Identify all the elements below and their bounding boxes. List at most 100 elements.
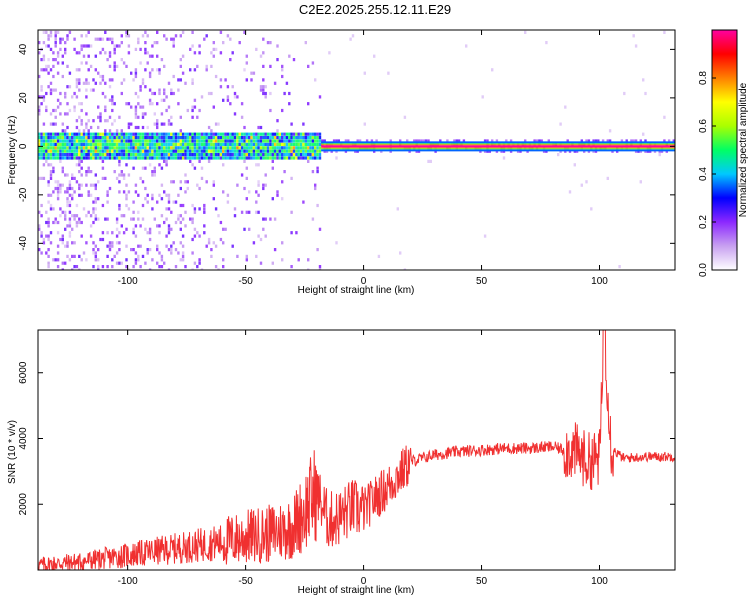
spectrogram-cell (163, 190, 166, 194)
spectrogram-cell (49, 30, 53, 34)
spectrogram-cell (108, 132, 112, 136)
spectrogram-cell (255, 146, 258, 150)
spectrogram-cell (250, 78, 253, 82)
spectrogram-cell (56, 251, 60, 255)
spectrogram-cell (144, 136, 147, 140)
spectrogram-cell (113, 44, 116, 48)
spectrogram-cell (248, 149, 251, 153)
spectrogram-cell (174, 200, 178, 204)
spectrogram-cell (189, 153, 192, 157)
spectrogram-cell (179, 129, 182, 133)
spectrogram-cell (139, 139, 142, 143)
spectrogram-cell (78, 183, 81, 187)
spectrogram-cell (68, 203, 72, 208)
spectrogram-cell (106, 136, 109, 140)
spectrogram-cell (167, 81, 171, 85)
spectrogram-cell (250, 136, 253, 140)
spectrogram-cell (141, 146, 145, 150)
spectrogram-cell (153, 136, 156, 140)
spectrogram-cell (104, 146, 107, 150)
spectrogram-cell (233, 149, 237, 153)
spectrogram-cell (132, 200, 135, 204)
spectrogram-cell (231, 51, 234, 55)
spectrogram-cell (283, 136, 286, 140)
spectrogram-cell (78, 102, 81, 106)
spectrogram-cell (186, 180, 189, 184)
spectrogram-cell (64, 214, 67, 218)
spectrogram-cell (292, 156, 296, 160)
spectrogram-cell (101, 47, 105, 51)
spectrogram-cell (92, 207, 95, 211)
spectrogram-cell (120, 41, 123, 45)
spectrogram-cell (141, 149, 145, 153)
spectrogram-cell (59, 112, 62, 116)
spectrogram-cell (94, 153, 97, 157)
spectrogram-cell (238, 139, 241, 143)
spectrogram-cell (47, 142, 50, 146)
spectrogram-cell (89, 88, 93, 92)
spectrogram-cell (89, 224, 93, 228)
spectrogram-cell (276, 156, 279, 160)
spectrogram-cell (120, 173, 123, 177)
spectrogram-cell (193, 136, 197, 140)
spectrogram-cell (132, 149, 135, 153)
spectrogram-cell (118, 136, 121, 140)
spectrogram-cell (146, 142, 149, 146)
spectrogram-cell (292, 139, 296, 143)
spectrogram-cell (97, 258, 100, 262)
spectrogram-cell (160, 254, 164, 258)
spectrogram-cell (144, 68, 147, 72)
spectrogram-cell (167, 200, 171, 204)
spectrogram-cell (141, 136, 145, 140)
spectrogram-cell (141, 81, 145, 85)
spectrogram-cell (269, 108, 272, 113)
spectrogram-cell (667, 139, 671, 143)
spectrogram-cell (290, 210, 293, 214)
spectrogram-cell (288, 132, 291, 136)
spectrogram-cell (47, 156, 50, 160)
spectrogram-cell (78, 153, 81, 157)
spectrogram-cell (40, 102, 43, 106)
colorbar-frame (711, 29, 738, 271)
spectrogram-cell (106, 200, 109, 204)
spectrogram-cell (42, 122, 46, 126)
colorbar-tick-label: 0.4 (698, 167, 709, 181)
spectrogram-cell (66, 254, 69, 258)
spectrogram-cell (462, 139, 466, 143)
spectrogram-cell (639, 139, 642, 143)
spectrogram-cell (85, 153, 88, 157)
spectrogram-cell (229, 102, 232, 106)
spectrogram-cell (71, 197, 74, 201)
spectrogram-cell (40, 203, 43, 208)
spectrogram-cell (99, 119, 102, 123)
spectrogram-cell (304, 142, 307, 146)
snr-frame (37, 329, 676, 571)
spectrogram-cell (250, 149, 253, 153)
spectrogram-cell (146, 139, 149, 143)
spectrogram-cell (56, 30, 60, 34)
spectrogram-cell (101, 166, 105, 170)
spectrogram-cell (189, 47, 192, 51)
spectrogram-cell (243, 125, 246, 130)
spectrogram-cell (134, 47, 138, 51)
spectrogram-cell (193, 156, 197, 160)
spectrogram-cell (262, 186, 265, 191)
spectrogram-cell (255, 190, 258, 194)
spectrogram-cell (40, 139, 43, 143)
spectrogram-cell (106, 153, 109, 157)
spectrogram-cell (240, 136, 244, 140)
spectrogram-cell (259, 125, 263, 130)
spectrogram-cell (80, 193, 83, 197)
spectrogram-cell (316, 149, 319, 153)
spectrogram-cell (269, 91, 272, 96)
spectrogram-cell (174, 34, 178, 38)
spectrogram-cell (252, 146, 256, 150)
spectrogram-cell (113, 68, 116, 72)
spectrogram-cell (64, 156, 67, 160)
spectrogram-cell (87, 193, 90, 197)
spectrogram-cell (118, 231, 121, 235)
spectrogram-cell (181, 234, 185, 238)
spectrogram-cell (54, 58, 57, 62)
spectrogram-cell (316, 166, 319, 170)
spectrogram-cell (71, 156, 74, 160)
